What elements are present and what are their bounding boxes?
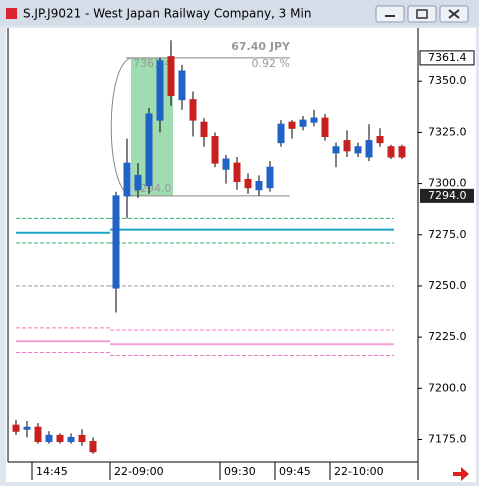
candle-body (156, 60, 164, 121)
y-tick-label: 7175.0 (428, 432, 467, 445)
candle-body (343, 140, 351, 152)
y-tick-label: 7350.0 (428, 74, 467, 87)
y-tick-label: 7300.0 (428, 177, 467, 190)
x-tick-label: 09:30 (224, 465, 256, 478)
y-tick-label: 7200.0 (428, 381, 467, 394)
candle-body (145, 113, 153, 187)
candle-body (376, 136, 384, 144)
candle-body (134, 174, 142, 191)
y-tick-label: 7225.0 (428, 330, 467, 343)
candle-body (56, 434, 64, 443)
x-tick-label: 22-09:00 (114, 465, 164, 478)
y-tick-label: 7275.0 (428, 228, 467, 241)
price-marker: 7361.4 (428, 51, 467, 64)
candle-body (34, 426, 42, 443)
measure-percent: 0.92 % (252, 57, 290, 70)
candle-body (255, 181, 263, 191)
candle-body (189, 99, 197, 121)
y-tick-label: 7325.0 (428, 125, 467, 138)
x-tick-label: 22-10:00 (334, 465, 384, 478)
candle-body (354, 146, 362, 154)
candle-body (178, 70, 186, 101)
candle-body (398, 146, 406, 158)
candle-body (67, 436, 75, 443)
y-tick-label: 7250.0 (428, 279, 467, 292)
candle-body (233, 162, 241, 183)
measure-low-label: 7294.0 (133, 182, 172, 195)
candle-body (123, 162, 131, 197)
candle-body (387, 146, 395, 158)
chart-area (6, 28, 476, 482)
candle-body (277, 123, 285, 144)
price-marker-box (420, 188, 474, 203)
price-marker: 7294.0 (428, 189, 467, 202)
candle-body (12, 424, 20, 432)
candle-body (288, 121, 296, 129)
candle-body (23, 426, 31, 430)
price-marker-box (419, 50, 475, 66)
candle-body (167, 56, 175, 97)
candle-body (211, 136, 219, 164)
candle-body (89, 441, 97, 453)
candle-body (266, 166, 274, 189)
candle-body (78, 434, 86, 443)
candle-body (321, 117, 329, 137)
measure-change: 67.40 JPY (231, 40, 291, 53)
candle-body (244, 178, 252, 189)
x-tick-label: 14:45 (36, 465, 68, 478)
candle-body (112, 195, 120, 289)
candle-body (45, 434, 53, 443)
candle-body (299, 119, 307, 127)
maximize-button[interactable] (407, 5, 437, 23)
candle-body (200, 121, 208, 138)
scroll-arrow[interactable] (453, 467, 469, 481)
x-tick-label: 09:45 (279, 465, 311, 478)
candle-body (222, 158, 230, 170)
candle-body (365, 140, 373, 158)
minimize-button[interactable] (375, 5, 405, 23)
candle-body (310, 117, 318, 123)
candle-body (332, 146, 340, 154)
window-title: S.JP.J9021 - West Japan Railway Company,… (23, 7, 311, 21)
measure-high-label: 7361.4 (133, 57, 172, 70)
app-icon (6, 8, 17, 19)
